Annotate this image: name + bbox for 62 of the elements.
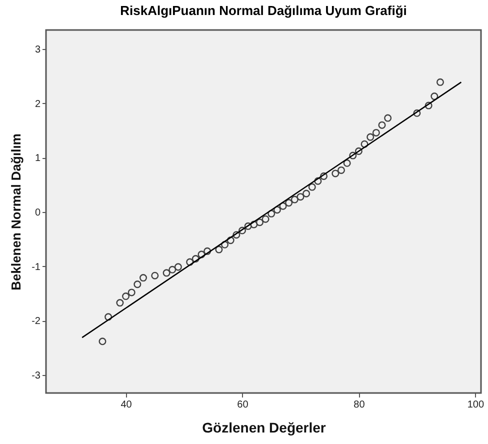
y-tick-label: 1 (34, 153, 41, 164)
point (366, 133, 374, 141)
chart-title: RiskAlgıPuanın Normal Dağılıma Uyum Grafiği (120, 3, 407, 18)
point (413, 109, 421, 117)
point (273, 206, 281, 214)
point (226, 236, 234, 244)
point (354, 147, 362, 155)
y-tick-label: 2 (34, 98, 41, 110)
point (186, 258, 194, 266)
point (204, 247, 212, 255)
point (349, 152, 357, 160)
point (279, 202, 287, 210)
x-tick-label: 80 (354, 400, 366, 410)
point (290, 196, 298, 204)
point (285, 199, 293, 207)
point (122, 292, 130, 300)
x-axis-title: Gözlenen Değerler (202, 420, 326, 436)
y-tick-label: -2 (32, 316, 41, 328)
point (238, 226, 246, 234)
point (174, 263, 182, 271)
point (104, 313, 112, 321)
point (320, 172, 328, 180)
point (134, 280, 142, 288)
point (302, 190, 310, 198)
y-tick-label: 3 (34, 44, 41, 56)
point (436, 78, 444, 86)
point (168, 266, 176, 274)
point (430, 92, 438, 100)
point (343, 159, 351, 167)
point (192, 255, 200, 263)
point (215, 246, 223, 254)
point (308, 183, 316, 191)
point (360, 140, 368, 148)
point (250, 220, 258, 228)
point (256, 218, 264, 226)
point (244, 222, 252, 230)
point (314, 177, 322, 185)
x-tick-label: 60 (237, 400, 249, 410)
point (162, 269, 170, 277)
point (424, 102, 432, 110)
y-axis-title: Beklenen Normal Dağılım (8, 134, 24, 290)
point (128, 288, 136, 296)
point (296, 193, 304, 201)
point (337, 166, 346, 174)
point (98, 338, 106, 346)
point (384, 114, 392, 122)
point (378, 121, 386, 129)
point (268, 210, 276, 218)
point (116, 299, 124, 307)
point (221, 240, 229, 248)
y-tick-label: -1 (32, 262, 41, 273)
point (262, 215, 270, 223)
y-tick-label: -3 (32, 370, 41, 382)
point (151, 272, 159, 280)
point (198, 250, 206, 258)
x-tick-label: 100 (467, 400, 484, 410)
y-tick-label: 0 (34, 208, 41, 219)
x-tick-label: 40 (120, 400, 132, 410)
point (232, 231, 240, 239)
point (332, 170, 340, 178)
point (372, 128, 380, 136)
point (139, 274, 148, 282)
